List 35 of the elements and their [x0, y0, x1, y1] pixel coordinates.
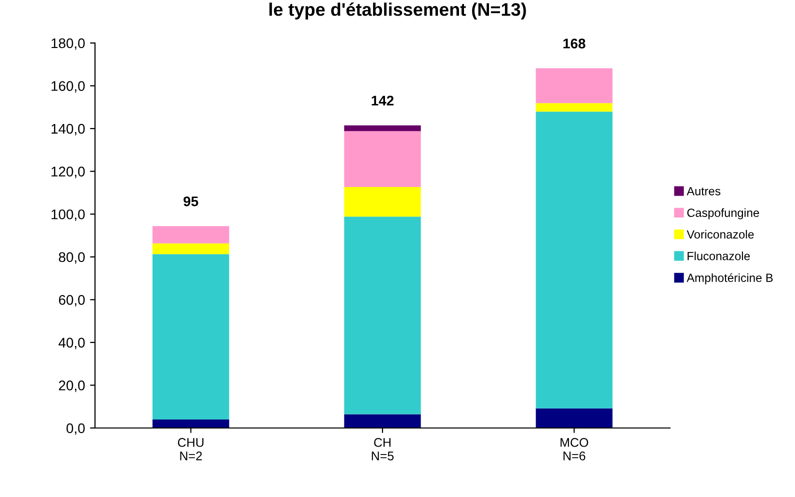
legend-label: Voriconazole	[686, 230, 754, 239]
bar	[536, 112, 612, 408]
bar	[344, 131, 421, 187]
y-tick-label: 140,0	[52, 124, 85, 136]
y-tick-label: 120,0	[52, 166, 85, 178]
bar	[536, 103, 612, 112]
bar	[344, 125, 421, 132]
y-tick-label: 60,0	[58, 295, 85, 306]
total-label: 95	[184, 196, 198, 206]
bar	[344, 216, 421, 414]
bar	[152, 419, 230, 428]
bar	[344, 186, 421, 217]
y-tick-label: 0,0	[66, 423, 85, 435]
y-tick-label: 100,0	[52, 209, 85, 221]
y-tick-label: 80,0	[58, 252, 85, 264]
bar	[536, 68, 612, 104]
bar	[152, 254, 230, 420]
bar	[344, 414, 421, 428]
total-label: 142	[372, 96, 394, 106]
y-tick-label: 180,0	[52, 38, 85, 50]
bar	[536, 408, 612, 428]
y-tick-label: 20,0	[58, 380, 85, 392]
total-label: 168	[563, 38, 586, 48]
x-tick-label: MCO N=6	[560, 438, 588, 460]
bar	[152, 243, 230, 254]
bar	[152, 226, 230, 244]
x-tick-label: CH N=5	[372, 438, 394, 460]
legend-label: Caspofungine	[687, 208, 760, 220]
x-tick-label: CHU N=2	[178, 438, 204, 460]
legend-label: Fluconazole	[688, 252, 750, 260]
legend-label: Amphotéricine B	[686, 273, 773, 284]
chart-title: le type d'établissement (N=13)	[269, 2, 526, 20]
y-tick-label: 160,0	[52, 81, 85, 93]
y-tick-label: 40,0	[58, 338, 85, 350]
legend-label: Autres	[686, 187, 720, 196]
